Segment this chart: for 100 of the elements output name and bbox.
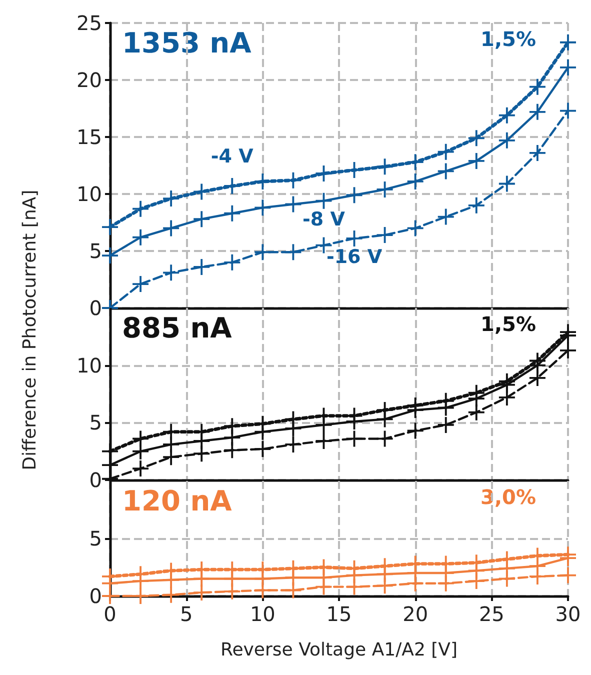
annotation: 885 nA — [122, 312, 232, 344]
x-tick-label: 5 — [180, 602, 193, 626]
point — [468, 197, 484, 214]
x-axis-title: Reverse Voltage A1/A2 [V] — [220, 640, 458, 660]
point — [285, 196, 302, 212]
annotation: 1353 nA — [122, 26, 252, 60]
point — [498, 389, 515, 406]
point — [316, 416, 332, 433]
y-tick-label: 10 — [76, 353, 102, 378]
point — [224, 442, 240, 458]
y-tick-label: 5 — [89, 239, 102, 263]
point — [498, 107, 515, 124]
point — [163, 449, 180, 466]
point — [346, 187, 362, 204]
point — [407, 220, 424, 236]
x-tick-label: 0 — [104, 602, 116, 626]
x-tick-label: 15 — [326, 602, 352, 626]
y-tick-label: 25 — [76, 11, 102, 35]
point — [254, 582, 271, 598]
point — [102, 219, 118, 236]
point — [346, 414, 362, 430]
point — [254, 424, 271, 440]
point — [316, 433, 332, 450]
annotation: 1,5% — [480, 312, 536, 336]
point — [163, 264, 180, 281]
point — [102, 457, 118, 474]
annotation: 1,5% — [480, 27, 536, 51]
point — [102, 443, 118, 460]
point — [407, 402, 424, 418]
point — [376, 578, 393, 594]
point — [285, 420, 302, 436]
point — [224, 254, 240, 270]
point — [132, 460, 149, 477]
y-tick-label: 0 — [89, 468, 102, 492]
point — [132, 443, 149, 460]
series-label: -8 V — [302, 208, 346, 230]
point — [468, 573, 484, 590]
series-label: -16 V — [326, 246, 382, 268]
point — [163, 190, 180, 207]
point — [346, 578, 362, 595]
y-tick-label: 5 — [89, 526, 102, 550]
point — [316, 578, 332, 595]
point — [163, 572, 180, 588]
point — [254, 441, 271, 458]
y-tick-label: 0 — [89, 584, 102, 608]
point — [529, 78, 546, 95]
point — [285, 582, 302, 598]
point — [529, 370, 546, 386]
point — [529, 104, 546, 120]
point — [376, 411, 393, 428]
point — [468, 390, 484, 407]
point — [194, 184, 210, 200]
point — [224, 178, 240, 194]
point — [163, 220, 180, 236]
point — [376, 181, 393, 198]
point — [254, 244, 271, 260]
y-tick-label: 15 — [76, 125, 102, 149]
point — [194, 258, 210, 275]
point — [163, 586, 180, 603]
point — [560, 34, 576, 50]
point — [560, 342, 576, 358]
point — [438, 416, 454, 433]
point — [285, 436, 302, 452]
series-label: -4 V — [210, 146, 254, 168]
point — [254, 173, 271, 190]
point — [438, 163, 454, 180]
point — [254, 200, 271, 216]
point — [529, 568, 546, 584]
point — [132, 200, 149, 217]
point — [560, 328, 576, 344]
annotation: 120 nA — [122, 484, 232, 518]
point — [285, 244, 302, 260]
point — [560, 59, 576, 76]
x-tick-label: 25 — [478, 602, 504, 626]
point — [224, 583, 240, 600]
point — [407, 154, 424, 170]
y-tick-label: 5 — [89, 410, 102, 435]
point — [468, 130, 484, 146]
point — [560, 102, 576, 119]
point — [132, 229, 149, 246]
point — [194, 211, 210, 228]
annotation: 3,0% — [480, 485, 536, 509]
y-axis-title: Difference in Photocurrent [nA] — [20, 190, 40, 470]
point — [376, 227, 393, 244]
point — [529, 144, 546, 161]
point — [407, 173, 424, 190]
point — [346, 162, 362, 178]
point — [560, 567, 576, 584]
point — [194, 584, 210, 601]
point — [346, 230, 362, 246]
point — [560, 550, 576, 566]
point — [194, 446, 210, 462]
point — [468, 404, 484, 420]
point — [102, 248, 118, 264]
point — [132, 588, 149, 604]
point — [468, 152, 484, 169]
point — [438, 575, 454, 592]
y-tick-label: 0 — [89, 296, 102, 320]
point — [498, 176, 515, 192]
point — [316, 165, 332, 182]
